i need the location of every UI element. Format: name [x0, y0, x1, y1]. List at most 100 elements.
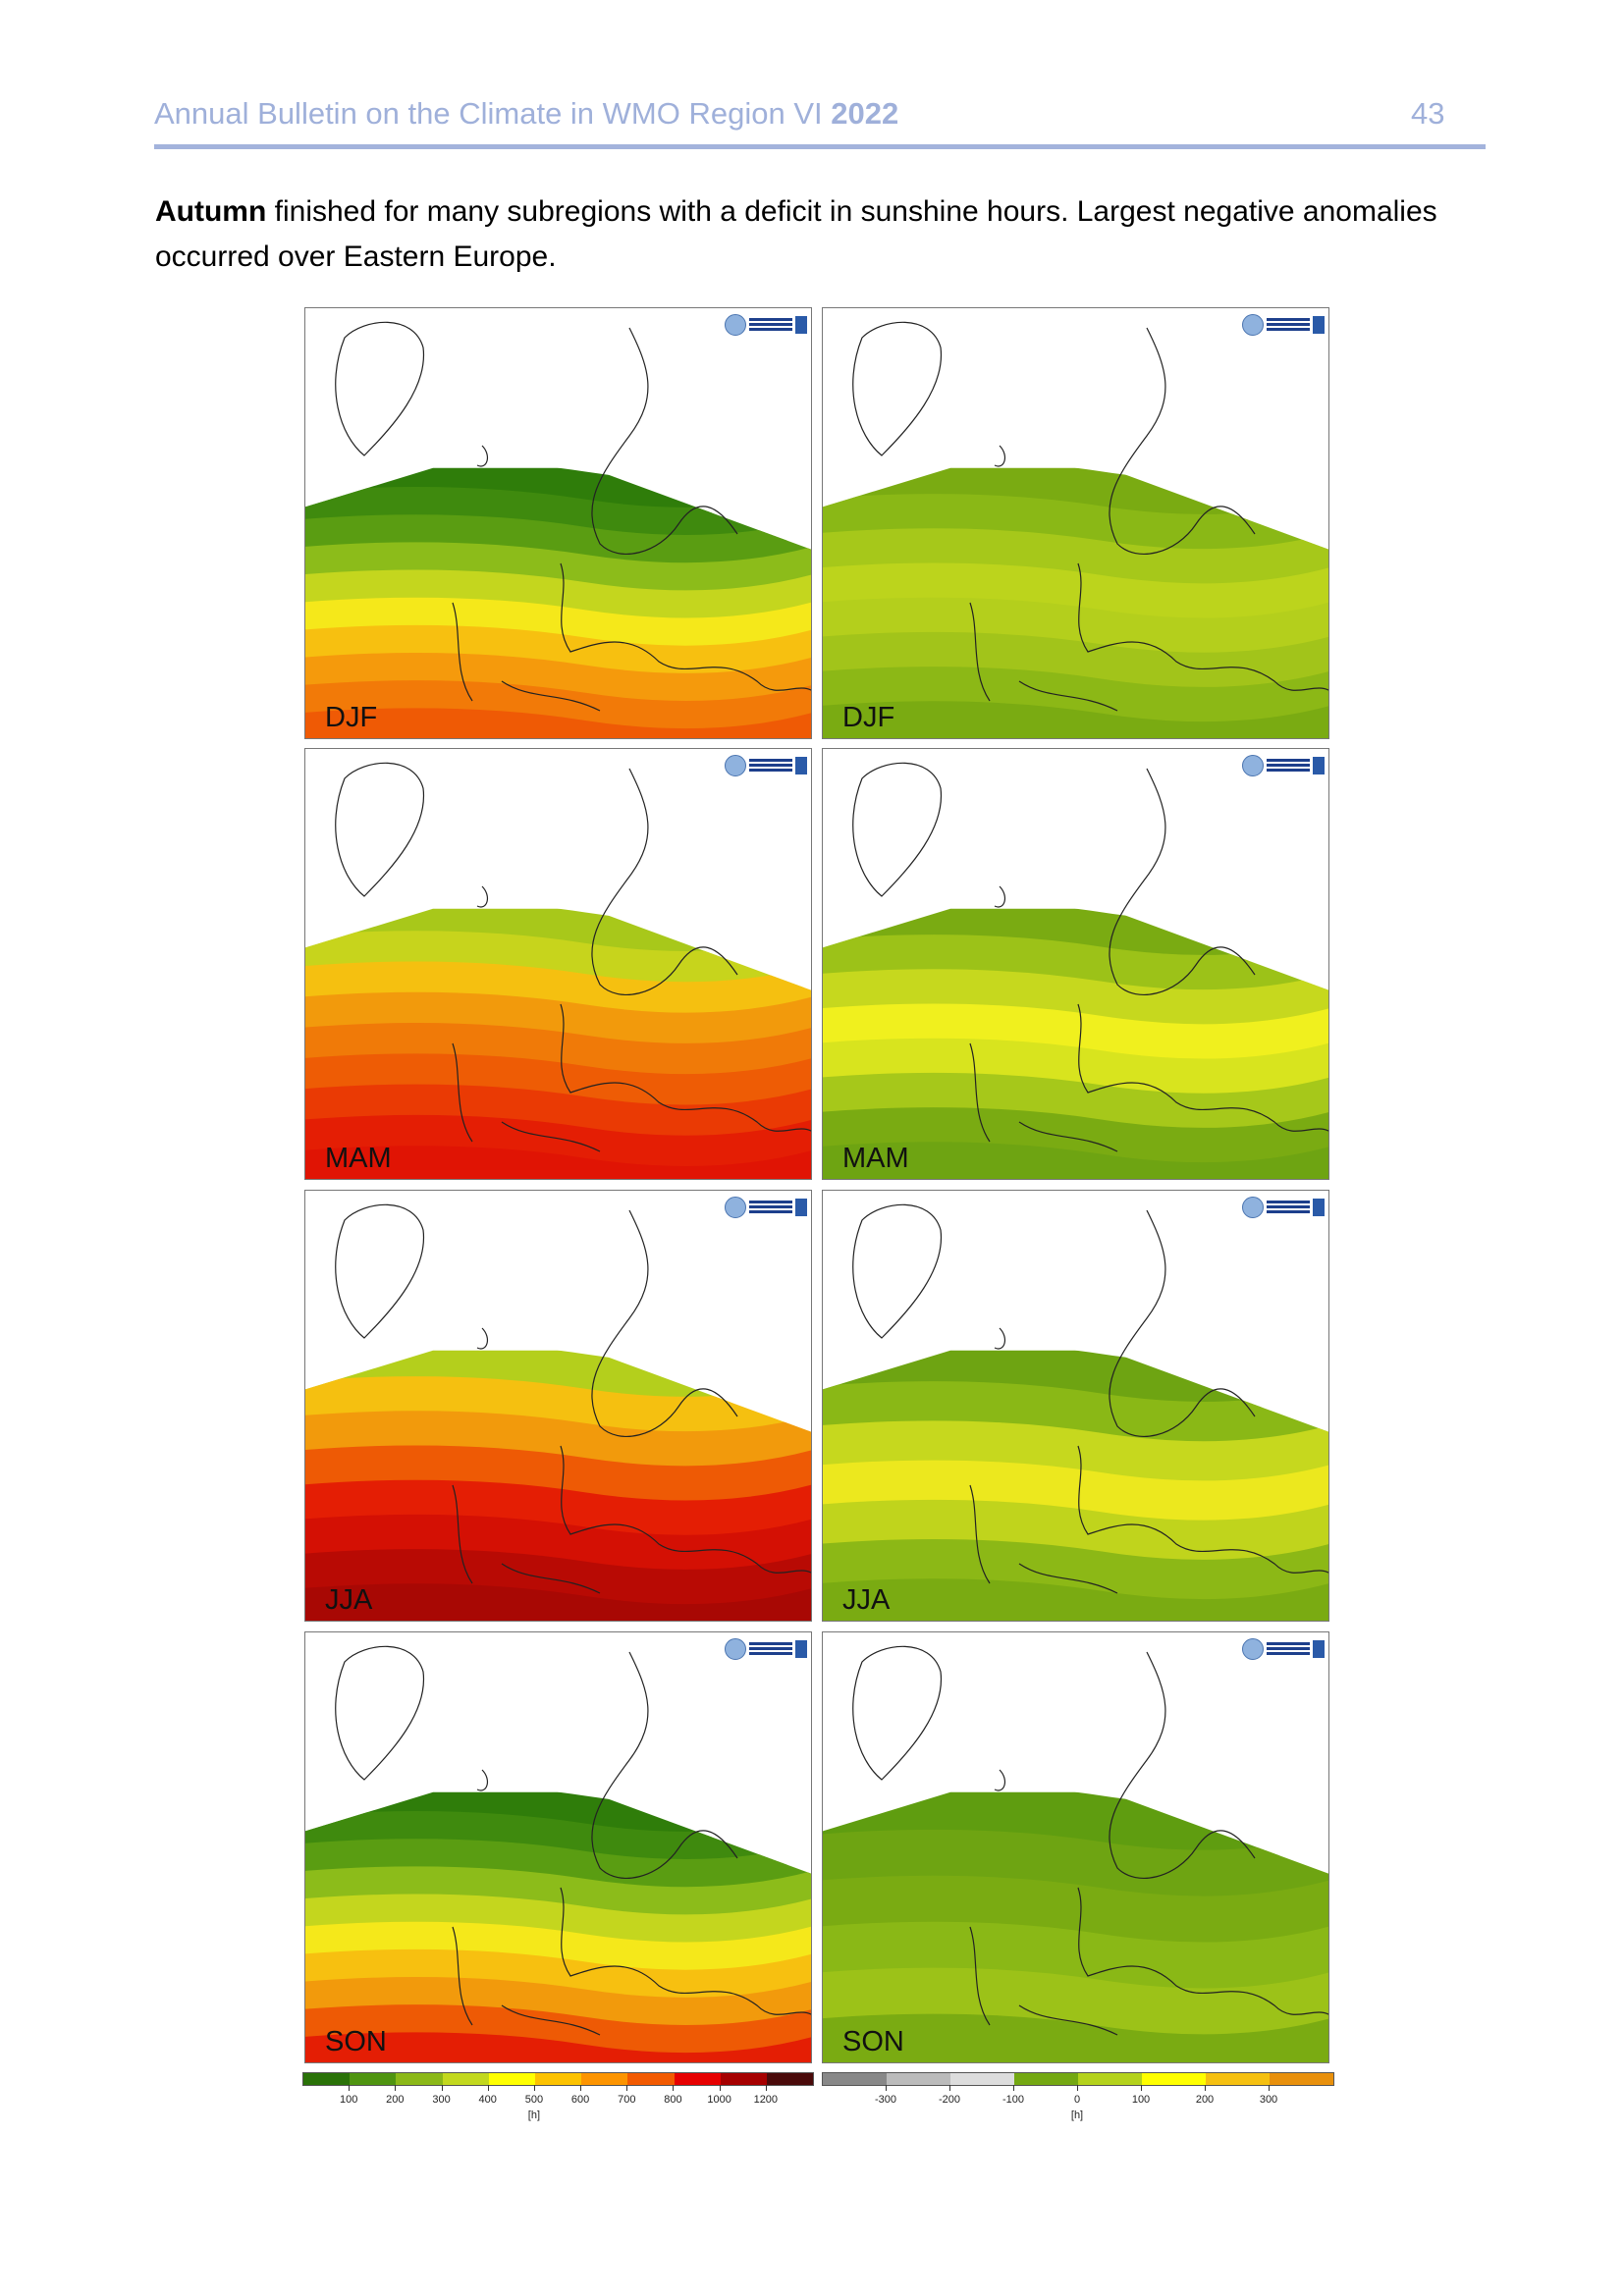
season-label: SON — [325, 2026, 387, 2057]
logo-lettering — [1267, 318, 1310, 332]
colorbar-tick-label: 100 — [339, 2094, 358, 2106]
wmo-ra-vi-logo — [725, 1197, 807, 1218]
colorbar-swatch — [823, 2073, 887, 2085]
logo-emblem-icon — [795, 757, 807, 774]
wmo-globe-icon — [1242, 1197, 1264, 1218]
colorbar-tick-label: 300 — [1259, 2094, 1278, 2106]
colorbar-tick-label: -100 — [1001, 2094, 1025, 2106]
header-year: 2022 — [831, 96, 899, 131]
wmo-ra-vi-logo — [1242, 755, 1325, 776]
colorbar-tick — [1205, 2085, 1206, 2091]
wmo-globe-icon — [725, 1638, 746, 1660]
coastline-outline — [335, 1203, 811, 1594]
map-panel-djf-anomaly: DJF — [822, 307, 1329, 739]
colorbar-tick — [1141, 2085, 1142, 2091]
wmo-ra-vi-logo — [725, 755, 807, 776]
colorbar-tick — [1013, 2085, 1014, 2091]
map-canvas — [823, 1203, 1328, 1621]
map-canvas — [305, 1645, 811, 2062]
colorbar-swatch — [350, 2073, 397, 2085]
map-canvas — [823, 1645, 1328, 2062]
logo-emblem-icon — [795, 1199, 807, 1216]
wmo-globe-icon — [1242, 755, 1264, 776]
colorbar-unit: [h] — [527, 2109, 541, 2121]
colorbar-tick-label: 600 — [570, 2094, 590, 2106]
map-panel-son-anomaly: SON — [822, 1631, 1329, 2063]
colorbar-swatch — [766, 2073, 814, 2085]
season-label: JJA — [842, 1584, 891, 1616]
header-rule — [154, 144, 1486, 149]
map-canvas — [305, 1203, 811, 1621]
colorbar-tick — [349, 2085, 351, 2091]
colorbar-tick-label: 500 — [524, 2094, 544, 2106]
logo-lettering — [1267, 1201, 1310, 1214]
colorbar-tick — [719, 2085, 721, 2091]
logo-emblem-icon — [795, 1640, 807, 1658]
coastline-outline — [852, 1645, 1328, 2036]
colorbar-swatch — [1078, 2073, 1142, 2085]
colorbar-swatch — [627, 2073, 675, 2085]
wmo-ra-vi-logo — [1242, 1638, 1325, 1660]
map-canvas — [305, 762, 811, 1179]
colorbar-tick-label: 100 — [1131, 2094, 1151, 2106]
wmo-globe-icon — [725, 314, 746, 336]
wmo-globe-icon — [725, 1197, 746, 1218]
colorbar-tick — [626, 2085, 628, 2091]
colorbar-tick-label: 1200 — [753, 2094, 779, 2106]
season-label: JJA — [325, 1584, 373, 1616]
colorbar-swatch — [581, 2073, 628, 2085]
colorbar-swatch — [1142, 2073, 1206, 2085]
coastline-outline — [852, 321, 1328, 712]
paragraph-text: finished for many subregions with a defi… — [155, 195, 1437, 273]
wmo-globe-icon — [725, 755, 746, 776]
colorbar-tick — [580, 2085, 582, 2091]
map-color-band — [305, 1583, 811, 1621]
logo-emblem-icon — [1313, 757, 1325, 774]
colorbar-swatch — [887, 2073, 950, 2085]
colorbar-tick — [533, 2085, 535, 2091]
colorbar-tick — [1269, 2085, 1270, 2091]
map-canvas — [823, 321, 1328, 738]
logo-emblem-icon — [795, 316, 807, 334]
colorbar-tick — [487, 2085, 489, 2091]
coastline-outline — [335, 321, 811, 712]
colorbar-swatch — [534, 2073, 582, 2085]
colorbar-tick-label: 700 — [618, 2094, 636, 2106]
map-canvas — [823, 762, 1328, 1179]
wmo-ra-vi-logo — [1242, 1197, 1325, 1218]
colorbar-swatch — [1014, 2073, 1078, 2085]
coastline-outline — [852, 1203, 1328, 1594]
colorbar-anomaly — [822, 2072, 1334, 2086]
colorbar-tick — [1077, 2085, 1078, 2091]
season-label: DJF — [325, 702, 378, 733]
logo-lettering — [749, 759, 792, 773]
colorbar-absolute — [302, 2072, 814, 2086]
page-number: 43 — [1411, 96, 1445, 131]
map-color-band — [823, 1142, 1328, 1179]
wmo-globe-icon — [1242, 1638, 1264, 1660]
colorbar-tick-label: -200 — [938, 2094, 961, 2106]
coastline-outline — [335, 762, 811, 1152]
coastline-outline — [852, 762, 1328, 1152]
logo-lettering — [749, 318, 792, 332]
map-panel-djf-absolute: DJF — [304, 307, 812, 739]
colorbar-tick — [395, 2085, 397, 2091]
running-header: Annual Bulletin on the Climate in WMO Re… — [154, 96, 898, 132]
wmo-ra-vi-logo — [725, 314, 807, 336]
colorbar-swatch — [396, 2073, 443, 2085]
season-label: SON — [842, 2026, 904, 2057]
colorbar-swatch — [442, 2073, 489, 2085]
colorbar-tick-label: 200 — [386, 2094, 405, 2106]
logo-emblem-icon — [1313, 1199, 1325, 1216]
map-panel-jja-anomaly: JJA — [822, 1190, 1329, 1622]
logo-emblem-icon — [1313, 316, 1325, 334]
colorbar-tick — [886, 2085, 887, 2091]
colorbar-tick — [765, 2085, 767, 2091]
map-color-band — [305, 1146, 811, 1179]
colorbar-tick-label: 400 — [478, 2094, 497, 2106]
season-label: MAM — [325, 1143, 392, 1174]
season-label: DJF — [842, 702, 895, 733]
colorbar-tick — [441, 2085, 443, 2091]
colorbar-swatch — [1270, 2073, 1333, 2085]
colorbar-tick-label: 800 — [664, 2094, 682, 2106]
